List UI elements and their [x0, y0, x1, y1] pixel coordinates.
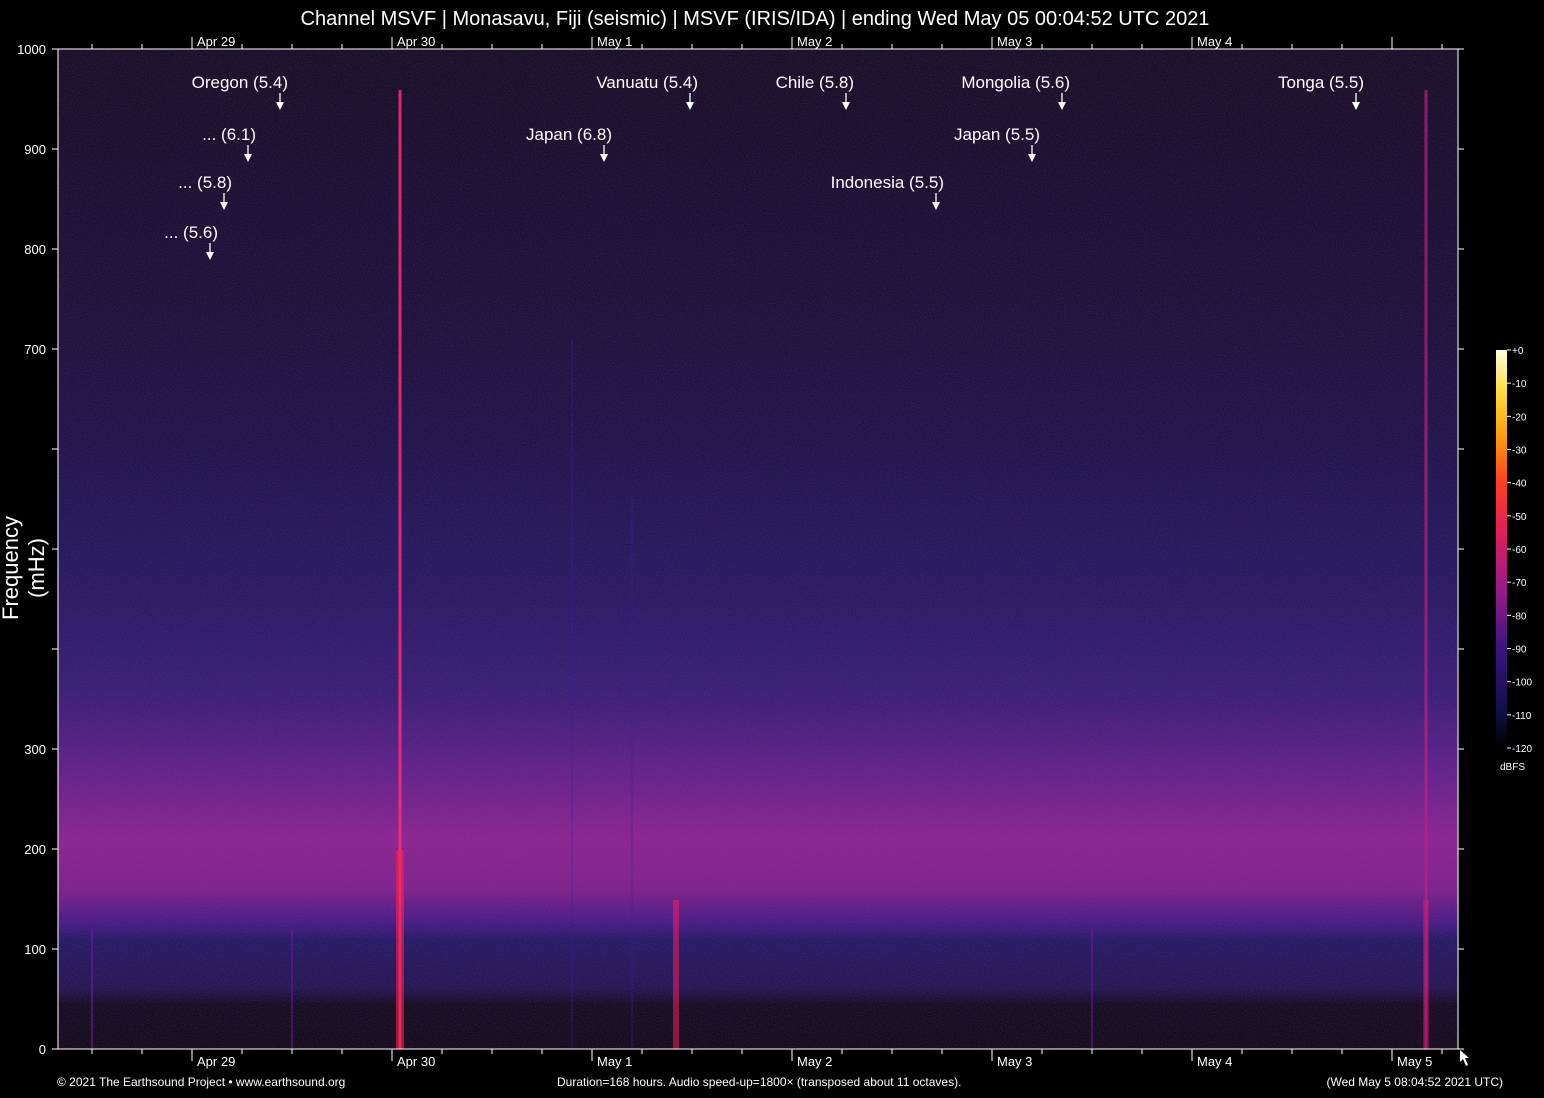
annotation: Japan (5.5) — [954, 125, 1040, 162]
event-streak — [673, 900, 679, 1049]
annotation-label: Indonesia (5.5) — [831, 173, 944, 192]
event-streak — [1091, 930, 1093, 1049]
annotation-arrow-head — [1352, 102, 1360, 110]
event-streaks — [91, 90, 1429, 1049]
event-streak — [1424, 90, 1428, 1049]
colorbar-unit: dBFS — [1500, 762, 1526, 773]
event-streak — [1423, 900, 1429, 1049]
annotation: Chile (5.8) — [776, 73, 854, 110]
event-streak — [571, 340, 573, 1049]
annotation: Tonga (5.5) — [1278, 73, 1364, 110]
annotation-label: ... (5.8) — [178, 173, 232, 192]
annotation-arrow-head — [206, 252, 214, 260]
event-streak — [91, 930, 93, 1049]
annotation-label: Mongolia (5.6) — [961, 73, 1070, 92]
y-tick-label: 0 — [39, 1042, 46, 1057]
annotation-arrow-head — [1028, 154, 1036, 162]
colorbar-tick-label: -100 — [1512, 678, 1532, 689]
annotation: Indonesia (5.5) — [831, 173, 944, 210]
annotation: Japan (6.8) — [526, 125, 612, 162]
x-tick-label: May 5 — [1397, 1054, 1432, 1069]
annotation-arrow-head — [1058, 102, 1066, 110]
annotation-label: Chile (5.8) — [776, 73, 854, 92]
annotation: ... (5.6) — [164, 223, 218, 260]
x-tick-label: May 1 — [597, 1054, 632, 1069]
annotation-label: Tonga (5.5) — [1278, 73, 1364, 92]
colorbar-tick-label: -10 — [1512, 379, 1527, 390]
earthquake-annotations: Oregon (5.4) ... (6.1) ... (5.8) ... (5.6) J… — [164, 73, 1364, 260]
annotation-arrow-head — [220, 202, 228, 210]
x-tick-label-top: May 1 — [597, 34, 632, 49]
annotation-label: ... (6.1) — [202, 125, 256, 144]
y-tick-label: 100 — [24, 942, 46, 957]
x-tick-label-top: May 3 — [997, 34, 1032, 49]
spectrogram-noise — [58, 49, 1458, 1049]
annotation: ... (6.1) — [202, 125, 256, 162]
annotation-arrow-head — [600, 154, 608, 162]
y-tick-label: 800 — [24, 242, 46, 257]
x-tick-label: May 4 — [1197, 1054, 1232, 1069]
footer-timestamp: (Wed May 5 08:04:52 2021 UTC) — [1326, 1075, 1503, 1089]
x-tick-label-top: Apr 30 — [397, 34, 435, 49]
event-streak — [398, 90, 402, 1049]
annotation: ... (5.8) — [178, 173, 232, 210]
y-tick-label: 900 — [24, 142, 46, 157]
annotation-arrow-head — [244, 154, 252, 162]
y-tick-label: 700 — [24, 342, 46, 357]
colorbar-tick-label: -90 — [1512, 645, 1527, 656]
annotation: Vanuatu (5.4) — [596, 73, 698, 110]
colorbar-tick-label: -50 — [1512, 512, 1527, 523]
colorbar-tick-label: -60 — [1512, 545, 1527, 556]
colorbar-tick-label: +0 — [1512, 346, 1524, 357]
colorbar-tick-label: -120 — [1512, 744, 1532, 755]
x-tick-label: Apr 30 — [397, 1054, 435, 1069]
x-tick-label-top: May 2 — [797, 34, 832, 49]
annotation: Oregon (5.4) — [192, 73, 288, 110]
x-tick-label: May 2 — [797, 1054, 832, 1069]
colorbar-tick-label: -40 — [1512, 479, 1527, 490]
y-tick-label: 1000 — [17, 42, 46, 57]
plot-area — [58, 49, 1458, 1049]
annotation-label: Oregon (5.4) — [192, 73, 288, 92]
colorbar: +0 -10 -20 -30 -40 -50 -60 -70 -80 -90 -100 -110 -12… — [1496, 346, 1532, 755]
colorbar-tick-label: -30 — [1512, 446, 1527, 457]
x-tick-label: Apr 29 — [197, 1054, 235, 1069]
y-tick-label: 200 — [24, 842, 46, 857]
footer-duration: Duration=168 hours. Audio speed-up=1800×… — [557, 1075, 962, 1089]
x-tick-label: May 3 — [997, 1054, 1032, 1069]
annotation-arrow-head — [686, 102, 694, 110]
annotation: Mongolia (5.6) — [961, 73, 1070, 110]
footer-copyright: © 2021 The Earthsound Project • www.eart… — [57, 1075, 346, 1089]
colorbar-tick-label: -70 — [1512, 578, 1527, 589]
event-streak — [291, 930, 293, 1049]
annotation-arrow-head — [842, 102, 850, 110]
chart-title: Channel MSVF | Monasavu, Fiji (seismic) … — [300, 8, 1210, 30]
annotation-label: Japan (6.8) — [526, 125, 612, 144]
annotation-label: ... (5.6) — [164, 223, 218, 242]
cursor-icon — [1460, 1050, 1469, 1066]
x-tick-label-top: Apr 29 — [197, 34, 235, 49]
annotation-arrow-head — [276, 102, 284, 110]
event-streak — [631, 500, 633, 1049]
colorbar-tick-label: -80 — [1512, 611, 1527, 622]
annotation-label: Japan (5.5) — [954, 125, 1040, 144]
colorbar-tick-label: -20 — [1512, 412, 1527, 423]
annotation-label: Vanuatu (5.4) — [596, 73, 698, 92]
x-tick-label-top: May 4 — [1197, 34, 1232, 49]
colorbar-tick-label: -110 — [1512, 711, 1532, 722]
annotation-arrow-head — [932, 202, 940, 210]
y-tick-label: 300 — [24, 742, 46, 757]
axes: 0 100 200 300 700 800 900 1000 Apr 29 Apr 30 May 1… — [17, 34, 1464, 1069]
colorbar-gradient — [1496, 350, 1507, 748]
event-streak — [396, 850, 404, 1049]
